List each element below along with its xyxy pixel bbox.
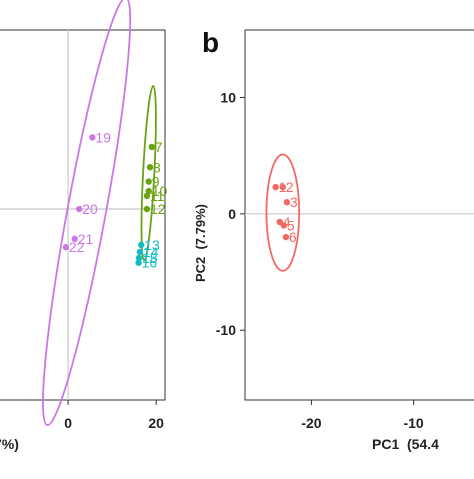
data-point — [146, 164, 154, 171]
point-label: 4 — [283, 214, 291, 230]
point-label: 1 — [279, 179, 287, 195]
right-panel: b 1 23 456 -20 -10 10 0 -10 PC1 (54.4 PC2 (7.… — [193, 27, 474, 452]
data-point — [283, 199, 291, 206]
right-point-labels: 1 23 456 — [279, 179, 298, 245]
point-label: 19 — [95, 129, 111, 145]
point-label: 8 — [153, 159, 161, 175]
data-point — [280, 222, 288, 229]
point-label: 11 — [150, 188, 165, 204]
x-tick-label: 20 — [148, 415, 164, 431]
x-tick-label: 0 — [64, 415, 72, 431]
point-label: 5 — [287, 217, 295, 233]
data-point — [135, 254, 143, 262]
point-label: 16 — [142, 255, 158, 271]
data-point — [279, 183, 287, 191]
data-point — [143, 192, 151, 200]
right-plot-frame — [244, 29, 474, 401]
data-point — [71, 235, 78, 243]
data-point — [135, 259, 142, 266]
right-reference-lines — [245, 213, 474, 215]
data-point — [75, 205, 83, 213]
left-reference-lines — [0, 30, 165, 400]
y-tick-label: -10 — [216, 322, 236, 338]
point-label: 14 — [143, 244, 159, 260]
confidence-ellipse — [265, 153, 301, 272]
right-y-axis-label: PC2 (7.79%) — [193, 204, 208, 282]
x-tick-label: -10 — [403, 415, 423, 431]
data-point — [138, 241, 145, 249]
left-x-axis-label: 7%) — [0, 436, 19, 452]
left-x-ticks: 0 20 — [64, 400, 164, 431]
point-label: 21 — [78, 231, 94, 247]
right-data-points — [272, 183, 291, 241]
point-label: 3 — [290, 194, 298, 210]
point-label: 2 — [286, 179, 294, 195]
point-label: 7 — [155, 139, 163, 155]
panel-label-b: b — [202, 27, 219, 58]
point-label: 12 — [150, 201, 166, 217]
point-label: 6 — [289, 229, 297, 245]
left-data-points — [62, 134, 155, 266]
data-point — [145, 178, 152, 185]
point-label: 9 — [152, 174, 160, 190]
data-point — [148, 143, 155, 151]
confidence-ellipse — [42, 0, 132, 426]
data-point — [89, 134, 96, 141]
right-confidence-ellipses — [265, 153, 301, 272]
data-point — [136, 248, 144, 256]
x-tick-label: -20 — [301, 415, 321, 431]
confidence-ellipse — [140, 84, 157, 262]
data-point — [272, 183, 279, 191]
right-x-axis-label: PC1 (54.4 — [372, 436, 439, 452]
point-label: 22 — [69, 239, 85, 255]
point-label: 13 — [144, 237, 160, 253]
left-confidence-ellipses — [42, 0, 157, 426]
data-point — [143, 205, 151, 213]
point-label: 15 — [142, 250, 158, 266]
right-x-ticks: -20 -10 — [301, 400, 424, 431]
right-y-ticks: 10 0 -10 — [216, 89, 245, 338]
point-label: 20 — [82, 201, 98, 217]
y-tick-label: 10 — [220, 89, 236, 105]
data-point — [62, 244, 70, 251]
data-point — [282, 233, 290, 241]
y-tick-label: 0 — [228, 206, 236, 222]
left-plot-frame — [0, 29, 166, 401]
point-label: 10 — [152, 183, 168, 199]
